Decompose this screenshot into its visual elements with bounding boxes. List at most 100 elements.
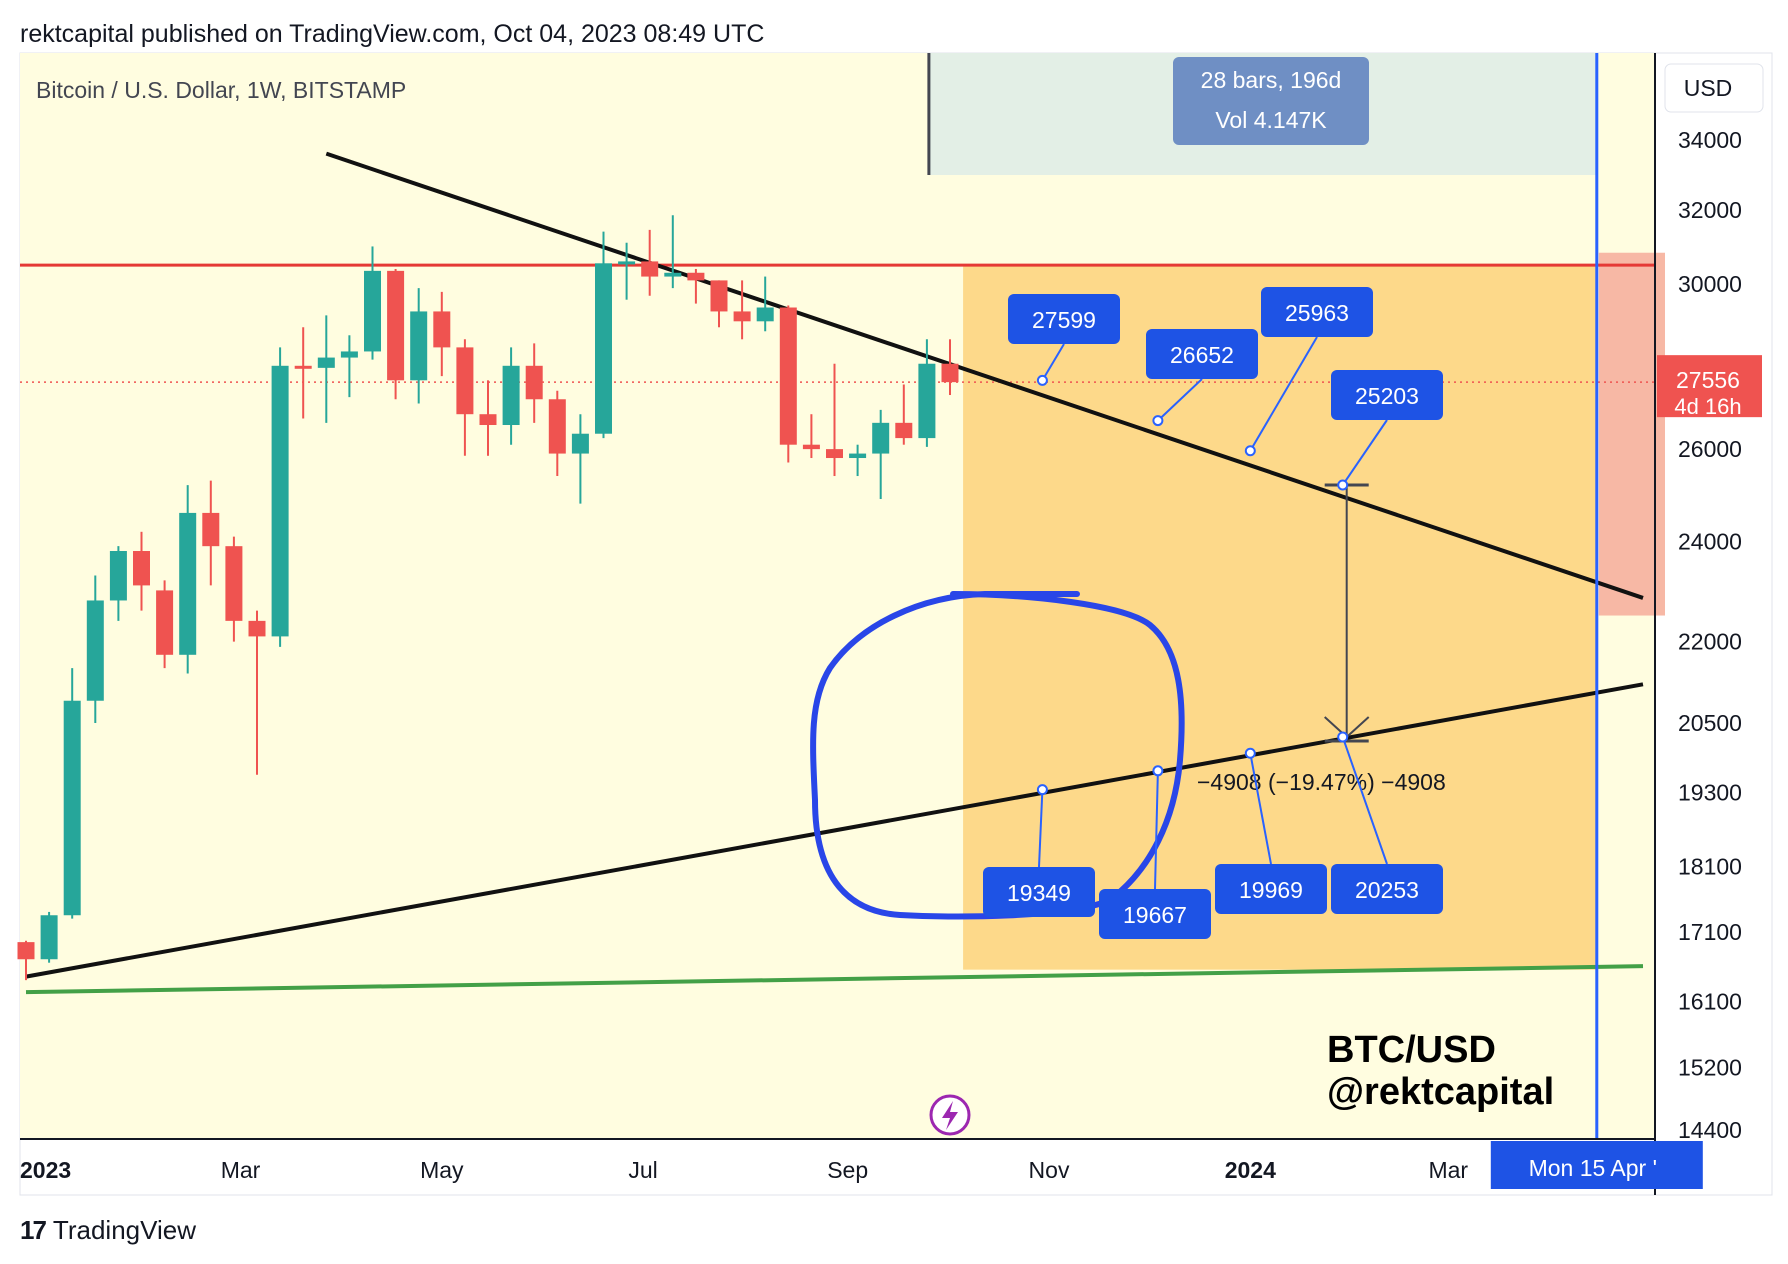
candle-body-8	[202, 512, 220, 547]
candle-body-39	[918, 363, 936, 439]
ascending-trendline	[25, 682, 1644, 979]
current-price-countdown: 4d 16h	[1674, 394, 1741, 419]
descending-trendline	[325, 151, 1644, 600]
price-tick-10: 17100	[1678, 919, 1742, 945]
upper-point-leader-0	[1041, 343, 1065, 381]
date-range-label-box	[1173, 57, 1369, 145]
vertical-marker-date-label: Mon 15 Apr '	[1529, 1155, 1657, 1181]
upper-point-marker-0	[1036, 374, 1048, 386]
candle-body-2	[63, 700, 81, 916]
upper-point-leader-2	[1249, 336, 1318, 452]
upper-point-label-2: 25963	[1285, 300, 1349, 326]
candle-body-27	[641, 261, 659, 277]
time-tick-4: Sep	[827, 1157, 868, 1183]
candle-body-15	[364, 270, 381, 352]
price-tick-8: 19300	[1678, 780, 1742, 806]
lower-point-marker-3	[1337, 731, 1349, 743]
price-tick-9: 18100	[1678, 853, 1742, 879]
candle-body-1	[40, 915, 58, 960]
date-range-volume-label: Vol 4.147K	[1215, 107, 1327, 133]
candle-body-35	[826, 449, 843, 459]
candle-body-3	[86, 600, 104, 701]
candle-body-18	[433, 311, 451, 348]
lower-point-label-1: 19667	[1123, 902, 1187, 928]
currency-button[interactable]: USD	[1664, 63, 1764, 113]
watermark-line1: BTC/USD	[1327, 1029, 1496, 1071]
candle-body-0	[17, 942, 35, 960]
candle-body-34	[802, 444, 820, 450]
candle-body-32	[756, 307, 774, 322]
published-header: rektcapital published on TradingView.com…	[20, 20, 765, 48]
price-tick-1: 32000	[1678, 197, 1742, 223]
lower-point-label-box-2	[1215, 864, 1327, 914]
candle-body-38	[895, 422, 913, 439]
candle-body-5	[133, 551, 150, 586]
upper-point-label-0: 27599	[1032, 307, 1096, 333]
lower-point-leader-2	[1249, 753, 1272, 865]
candle-body-25	[595, 263, 612, 434]
candle-body-14	[340, 351, 358, 358]
candle-body-31	[733, 311, 751, 322]
upper-point-marker-2	[1244, 445, 1256, 457]
candle-body-13	[317, 357, 335, 368]
candle-body-24	[571, 433, 589, 454]
lower-point-marker-2	[1244, 747, 1256, 759]
candle-body-9	[225, 546, 243, 621]
price-tick-2: 30000	[1678, 271, 1742, 297]
candle-body-19	[456, 347, 474, 415]
candle-body-22	[525, 365, 543, 400]
time-tick-2: May	[420, 1157, 464, 1183]
candle-body-4	[109, 551, 127, 601]
time-tick-0: 2023	[20, 1157, 71, 1183]
lower-point-leader-0	[1038, 789, 1044, 868]
upper-point-marker-1	[1152, 415, 1164, 427]
upper-point-leader-3	[1341, 419, 1388, 486]
time-tick-1: Mar	[221, 1157, 261, 1183]
time-tick-7: Mar	[1428, 1157, 1468, 1183]
watermark-line2: @rektcapital	[1327, 1071, 1554, 1113]
lower-point-label-box-0	[983, 867, 1095, 917]
price-tick-12: 15200	[1678, 1055, 1742, 1081]
candle-body-33	[779, 307, 797, 445]
candle-body-23	[548, 399, 566, 454]
candle-body-6	[156, 590, 174, 655]
price-tick-13: 14400	[1678, 1117, 1742, 1143]
candle-body-36	[849, 453, 867, 459]
candle-body-17	[410, 311, 428, 381]
upper-point-label-box-0	[1008, 294, 1120, 344]
candle-body-29	[687, 272, 705, 281]
current-price-tag	[1657, 355, 1762, 418]
vertical-marker-date-box	[1490, 1141, 1703, 1189]
footer-brand[interactable]: 17 TradingView	[20, 1215, 196, 1246]
price-tick-0: 34000	[1678, 127, 1742, 153]
candle-body-28	[664, 272, 682, 277]
current-price-value: 27556	[1676, 367, 1740, 393]
candle-body-26	[618, 261, 636, 265]
lower-point-leader-3	[1341, 736, 1388, 865]
candle-body-7	[179, 512, 197, 655]
candle-body-11	[271, 365, 289, 637]
upper-point-marker-3	[1337, 479, 1349, 491]
upper-point-label-3: 25203	[1355, 383, 1419, 409]
projection-zone	[963, 265, 1597, 970]
lower-point-marker-1	[1152, 765, 1164, 777]
time-tick-3: Jul	[628, 1157, 657, 1183]
price-tick-5: 24000	[1678, 528, 1742, 554]
price-axis-highlight	[1598, 252, 1665, 616]
date-range-bars-label: 28 bars, 196d	[1201, 67, 1342, 93]
price-tick-11: 16100	[1678, 988, 1742, 1014]
candle-body-20	[479, 414, 497, 426]
upper-point-label-box-3	[1331, 370, 1443, 420]
lower-point-label-2: 19969	[1239, 877, 1303, 903]
tradingview-logo-icon: 17	[20, 1215, 47, 1245]
lower-point-label-box-1	[1099, 889, 1211, 939]
price-tick-6: 22000	[1678, 629, 1742, 655]
price-tick-7: 20500	[1678, 710, 1742, 736]
lower-point-marker-0	[1036, 784, 1048, 796]
chart-title: Bitcoin / U.S. Dollar, 1W, BITSTAMP	[36, 77, 406, 103]
time-tick-6: 2024	[1225, 1157, 1276, 1183]
lightning-bolt-icon[interactable]	[929, 1094, 971, 1136]
lower-point-label-3: 20253	[1355, 877, 1419, 903]
currency-label: USD	[1684, 75, 1733, 101]
